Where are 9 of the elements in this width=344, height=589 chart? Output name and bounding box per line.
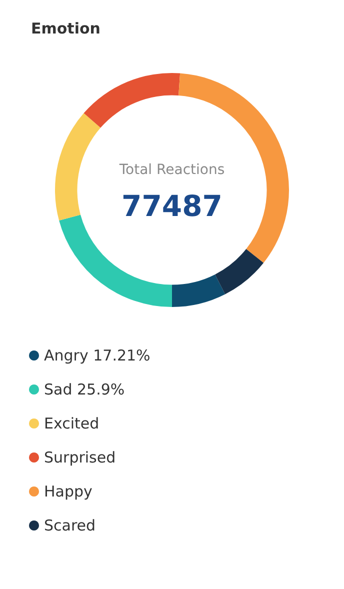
legend-label: Surprised bbox=[44, 448, 116, 466]
legend-label: Angry 17.21% bbox=[44, 346, 150, 364]
legend-label: Scared bbox=[44, 516, 96, 534]
legend-label: Happy bbox=[44, 482, 93, 500]
text: Total Reactions bbox=[118, 162, 225, 178]
legend-label: Excited bbox=[44, 414, 100, 432]
legend-label: Sad 25.9% bbox=[44, 380, 125, 398]
chart-title: Emotion bbox=[31, 20, 100, 38]
text: 77487 bbox=[122, 189, 222, 223]
